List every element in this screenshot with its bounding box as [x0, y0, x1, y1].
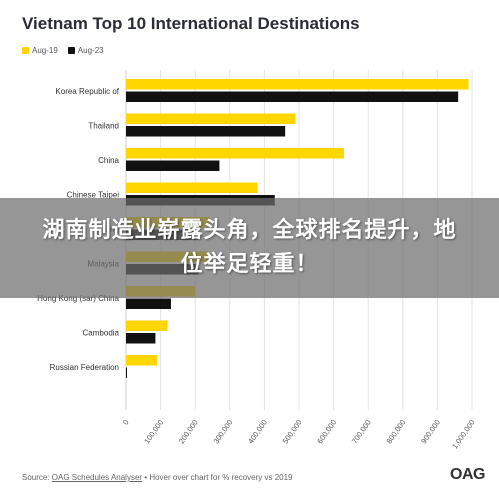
x-tick-label: 1,000,000	[450, 418, 477, 451]
bar-aug19[interactable]	[126, 79, 469, 90]
bar-aug23[interactable]	[126, 126, 286, 137]
legend-swatch-aug19	[22, 47, 29, 54]
y-category-label: Cambodia	[83, 329, 120, 338]
x-tick-label: 800,000	[385, 418, 408, 445]
x-tick-label: 900,000	[419, 418, 442, 445]
bar-aug23[interactable]	[126, 298, 171, 310]
bar-aug19[interactable]	[126, 355, 158, 366]
y-category-label: Korea Republic of	[55, 87, 119, 96]
bar-aug19[interactable]	[126, 148, 344, 159]
source-prefix: Source:	[22, 473, 52, 482]
bar-aug23[interactable]	[126, 91, 459, 103]
y-category-label: Chinese Taipei	[67, 191, 120, 200]
x-tick-label: 600,000	[315, 418, 338, 445]
x-tick-label: 200,000	[177, 418, 200, 445]
x-tick-label: 100,000	[142, 418, 165, 445]
bar-aug19[interactable]	[126, 320, 168, 332]
bar-aug19[interactable]	[126, 182, 258, 194]
y-category-label: Russian Federation	[50, 363, 119, 372]
x-tick-label: 0	[121, 418, 131, 427]
legend-swatch-aug23	[67, 47, 75, 54]
legend-label-aug23: Aug-23	[77, 46, 104, 55]
headline-text: 湖南制造业崭露头角，全球排名提升，地位举足轻重！	[42, 218, 457, 277]
bar-aug23[interactable]	[126, 160, 220, 172]
source-note: Source: OAG Schedules Analyser • Hover o…	[22, 473, 293, 482]
legend-item-aug23[interactable]: Aug-23	[67, 46, 104, 55]
chart-legend: Aug-19 Aug-23	[22, 46, 104, 55]
source-suffix: • Hover over chart for % recovery vs 201…	[142, 473, 293, 482]
y-category-label: Thailand	[88, 122, 119, 131]
bar-aug23[interactable]	[126, 333, 156, 344]
oag-logo: OAG	[450, 466, 485, 483]
chart-title: Vietnam Top 10 International Destination…	[22, 14, 360, 33]
bar-aug19[interactable]	[126, 113, 296, 125]
x-tick-label: 700,000	[350, 418, 373, 445]
y-category-label: Hong Kong (sar) China	[37, 294, 119, 303]
x-tick-label: 300,000	[212, 418, 235, 445]
x-tick-label: 500,000	[281, 418, 304, 445]
x-tick-label: 400,000	[246, 418, 269, 445]
y-category-label: China	[98, 156, 119, 165]
legend-label-aug19: Aug-19	[32, 46, 58, 55]
source-link[interactable]: OAG Schedules Analyser	[51, 473, 143, 482]
bar-aug23[interactable]	[126, 367, 127, 379]
headline-banner: 湖南制造业崭露头角，全球排名提升，地位举足轻重！	[0, 198, 499, 298]
legend-item-aug19[interactable]: Aug-19	[22, 46, 58, 55]
